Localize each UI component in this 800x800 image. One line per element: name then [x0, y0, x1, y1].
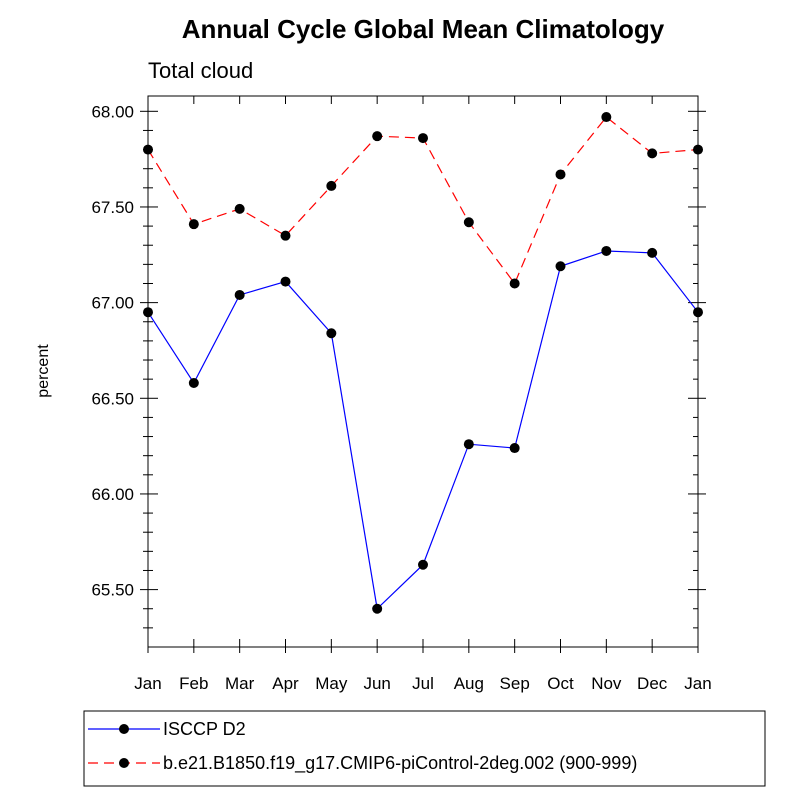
series-2-point: [647, 148, 658, 159]
series-2-point: [555, 169, 566, 180]
legend-label-2: b.e21.B1850.f19_g17.CMIP6-piControl-2deg…: [163, 753, 637, 774]
ticks-layer: Jan Feb Mar Apr May Jun Jul Aug Sep Oct Nov Dec Jan 6…: [91, 96, 712, 693]
series-1-point: [555, 261, 566, 272]
series-1-point: [188, 377, 199, 388]
x-tick-label: Aug: [454, 674, 484, 693]
legend-marker-2: [119, 758, 129, 768]
y-tick-label: 67.00: [91, 294, 134, 313]
y-tick-label: 67.50: [91, 198, 134, 217]
y-tick-label: 65.50: [91, 581, 134, 600]
y-tick-label: 66.00: [91, 485, 134, 504]
series-2-point: [326, 180, 337, 191]
x-tick-label: Mar: [225, 674, 255, 693]
x-tick-label: Apr: [272, 674, 299, 693]
series-2-point: [280, 230, 291, 241]
x-tick-label: Oct: [547, 674, 574, 693]
x-tick-label: Feb: [179, 674, 208, 693]
series-1-point: [693, 307, 703, 318]
series-2-point: [188, 219, 199, 230]
series-2-point: [509, 278, 520, 289]
x-tick-label: Jan: [684, 674, 711, 693]
legend-marker-1: [119, 724, 129, 734]
x-tick-label: Nov: [591, 674, 622, 693]
series-1-point: [234, 289, 245, 300]
x-tick-label: Jan: [134, 674, 161, 693]
x-tick-label: Dec: [637, 674, 668, 693]
series-layer: [143, 112, 703, 614]
chart-subtitle: Total cloud: [148, 58, 253, 83]
series-1-point: [647, 247, 658, 258]
series-2-point: [463, 217, 474, 228]
series-2-point: [418, 133, 428, 144]
x-tick-label: Jul: [412, 674, 434, 693]
y-tick-label: 68.00: [91, 102, 134, 121]
legend-label-1: ISCCP D2: [163, 719, 246, 739]
series-2-point: [372, 131, 383, 142]
series-1-point: [143, 307, 153, 318]
series-2-point: [693, 144, 703, 155]
series-2-point: [234, 203, 245, 214]
series-2-point: [143, 144, 153, 155]
series-1-point: [601, 245, 612, 256]
series-1-point: [372, 603, 383, 614]
series-2-point: [601, 112, 612, 123]
legend: ISCCP D2 b.e21.B1850.f19_g17.CMIP6-piCont…: [88, 719, 637, 774]
x-tick-label: May: [315, 674, 348, 693]
chart-title: Annual Cycle Global Mean Climatology: [182, 14, 665, 44]
legend-box: [83, 710, 766, 787]
x-tick-label: Sep: [500, 674, 530, 693]
series-line-1: [147, 250, 699, 610]
series-1-point: [326, 328, 337, 339]
y-tick-label: 66.50: [91, 389, 134, 408]
y-axis-label: percent: [35, 344, 52, 398]
series-1-point: [418, 559, 428, 570]
series-1-point: [280, 276, 291, 287]
series-1-point: [509, 443, 520, 454]
series-1-point: [463, 439, 474, 450]
x-tick-label: Jun: [363, 674, 390, 693]
